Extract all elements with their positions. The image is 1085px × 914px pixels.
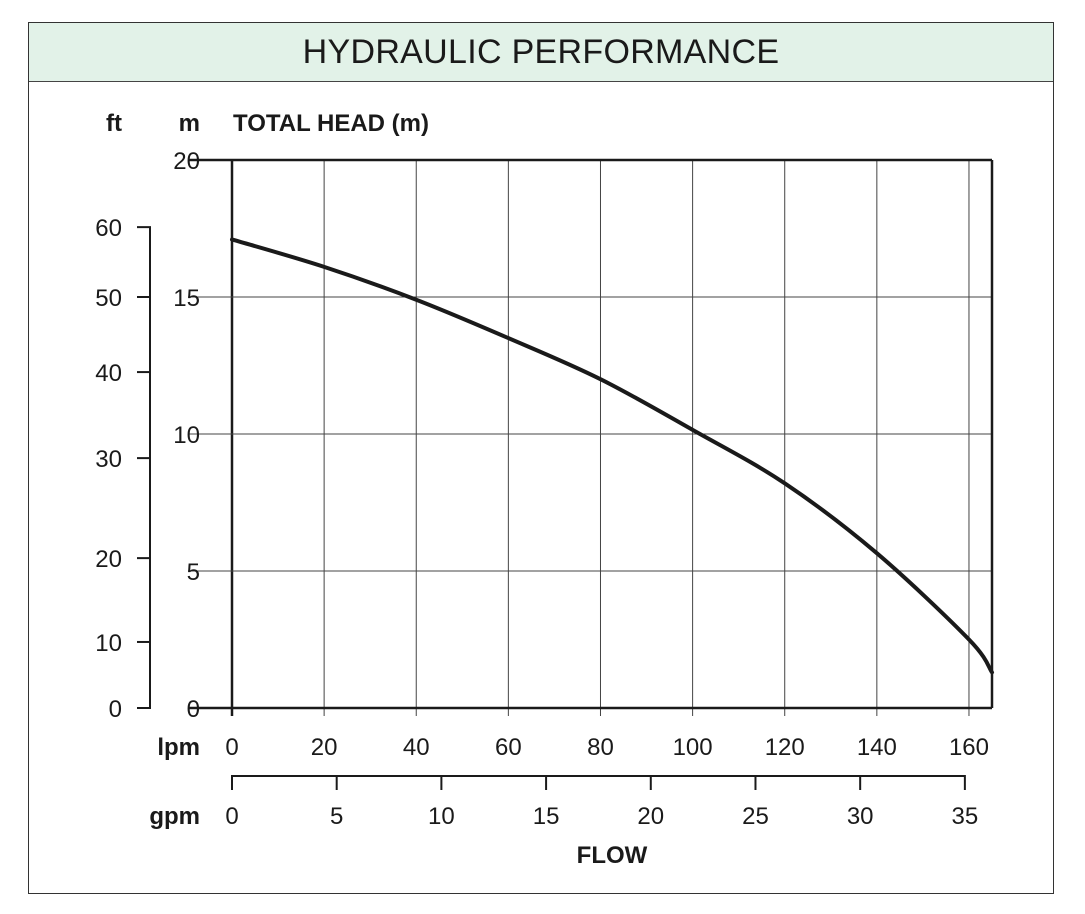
x-tick-label-gpm: 5 — [330, 803, 343, 830]
chart-frame: HYDRAULIC PERFORMANCE — [28, 22, 1054, 894]
y-tick-label-ft: 20 — [95, 546, 122, 573]
head-curve — [230, 237, 994, 675]
y-tick-label-m: 0 — [187, 696, 200, 723]
x-tick-label-lpm: 100 — [673, 734, 713, 761]
y-tick-label-ft: 0 — [109, 696, 122, 723]
y-tick-label-m: 20 — [173, 148, 200, 175]
x-tick-label-gpm: 20 — [637, 803, 664, 830]
y-tick-label-ft: 30 — [95, 446, 122, 473]
x-tick-label-gpm: 25 — [742, 803, 769, 830]
gpm-unit-label: gpm — [149, 803, 200, 830]
y-tick-label-ft: 50 — [95, 285, 122, 312]
x-tick-label-gpm: 10 — [428, 803, 455, 830]
y-tick-label-m: 10 — [173, 422, 200, 449]
y-tick-label-m: 15 — [173, 285, 200, 312]
y-tick-label-ft: 10 — [95, 630, 122, 657]
y-axis-title: TOTAL HEAD (m) — [233, 110, 429, 137]
x-tick-label-gpm: 35 — [952, 803, 979, 830]
x-tick-label-lpm: 160 — [949, 734, 989, 761]
y-tick-label-ft: 40 — [95, 360, 122, 387]
x-tick-label-gpm: 0 — [225, 803, 238, 830]
chart-title: HYDRAULIC PERFORMANCE — [29, 23, 1053, 82]
x-tick-label-lpm: 0 — [225, 734, 238, 761]
x-tick-label-lpm: 20 — [311, 734, 338, 761]
ft-unit-label: ft — [106, 110, 122, 137]
y-tick-label-ft: 60 — [95, 215, 122, 242]
x-tick-label-lpm: 80 — [587, 734, 614, 761]
x-tick-label-lpm: 40 — [403, 734, 430, 761]
y-tick-label-m: 5 — [187, 559, 200, 586]
x-tick-label-lpm: 60 — [495, 734, 522, 761]
x-axis-title: FLOW — [577, 842, 648, 869]
x-tick-label-lpm: 120 — [765, 734, 805, 761]
x-tick-label-gpm: 15 — [533, 803, 560, 830]
x-tick-label-gpm: 30 — [847, 803, 874, 830]
lpm-unit-label: lpm — [157, 734, 200, 761]
x-tick-label-lpm: 140 — [857, 734, 897, 761]
m-unit-label: m — [179, 110, 200, 137]
